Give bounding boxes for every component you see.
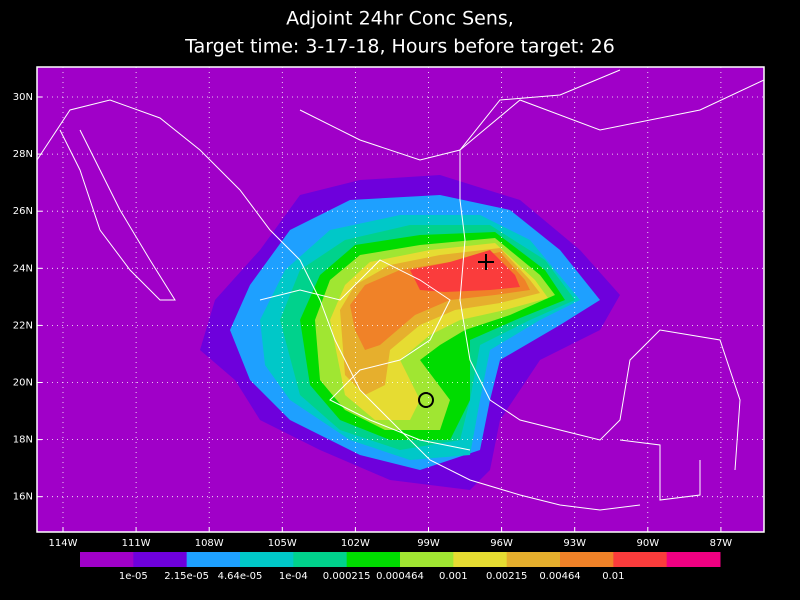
colorbar-swatch <box>346 552 401 567</box>
colorbar-label: 0.000464 <box>376 571 424 582</box>
colorbar-label: 1e-04 <box>279 571 308 582</box>
lon-label: 111W <box>122 538 151 549</box>
lat-label: 26N <box>13 206 33 217</box>
baja-california <box>59 129 176 301</box>
target-marker <box>478 254 494 270</box>
title-line: Target time: 3-17-18, Hours before targe… <box>184 36 615 58</box>
colorbar-label: 0.000215 <box>323 571 371 582</box>
contour-field <box>37 67 764 532</box>
state-borders <box>259 259 471 451</box>
lon-label: 99W <box>417 538 440 549</box>
colorbar-label: 0.001 <box>439 571 468 582</box>
colorbar-swatch <box>400 552 454 567</box>
pacific-coast <box>36 99 641 511</box>
title-line: Adjoint 24hr Conc Sens, <box>286 8 514 30</box>
lon-label: 108W <box>195 538 224 549</box>
lat-label: 24N <box>13 263 33 274</box>
coastlines <box>36 69 765 511</box>
lon-label: 93W <box>563 538 586 549</box>
lat-label: 16N <box>13 492 33 503</box>
lon-label: 114W <box>49 538 78 549</box>
colorbar-label: 1e-05 <box>119 571 148 582</box>
lat-label: 20N <box>13 378 33 389</box>
colorbar-swatch <box>80 552 134 567</box>
colorbar-label: 0.00215 <box>486 571 527 582</box>
colorbar-swatch <box>293 552 348 567</box>
colorbar-label: 4.64e-05 <box>218 571 263 582</box>
contour-level <box>410 250 520 292</box>
colorbar-label: 0.00464 <box>539 571 580 582</box>
colorbar-swatch <box>240 552 294 567</box>
central-america-borders <box>619 439 701 501</box>
lat-label: 28N <box>13 149 33 160</box>
colorbar-swatch <box>186 552 241 567</box>
colorbar-swatch <box>666 552 721 567</box>
colorbar-label: 2.15e-05 <box>164 571 209 582</box>
colorbar-swatch <box>453 552 508 567</box>
markers <box>418 254 494 408</box>
lon-label: 105W <box>268 538 297 549</box>
lon-label: 102W <box>341 538 370 549</box>
colorbar: 1e-05 2.15e-05 4.64e-05 1e-04 0.000215 0.0004… <box>80 552 721 582</box>
us-border <box>299 69 621 161</box>
lat-label: 18N <box>13 435 33 446</box>
lat-label: 22N <box>13 320 33 331</box>
colorbar-swatch <box>613 552 668 567</box>
lat-label: 30N <box>13 92 33 103</box>
colorbar-swatch <box>560 552 614 567</box>
colorbar-swatch <box>506 552 561 567</box>
colorbar-label: 0.01 <box>602 571 624 582</box>
lon-label: 96W <box>490 538 513 549</box>
lon-label: 90W <box>636 538 659 549</box>
source-marker <box>418 392 434 408</box>
graticule <box>37 67 764 532</box>
lon-label: 87W <box>710 538 733 549</box>
gulf-coast <box>459 79 765 471</box>
map-frame <box>36 66 765 533</box>
colorbar-swatch <box>133 552 188 567</box>
